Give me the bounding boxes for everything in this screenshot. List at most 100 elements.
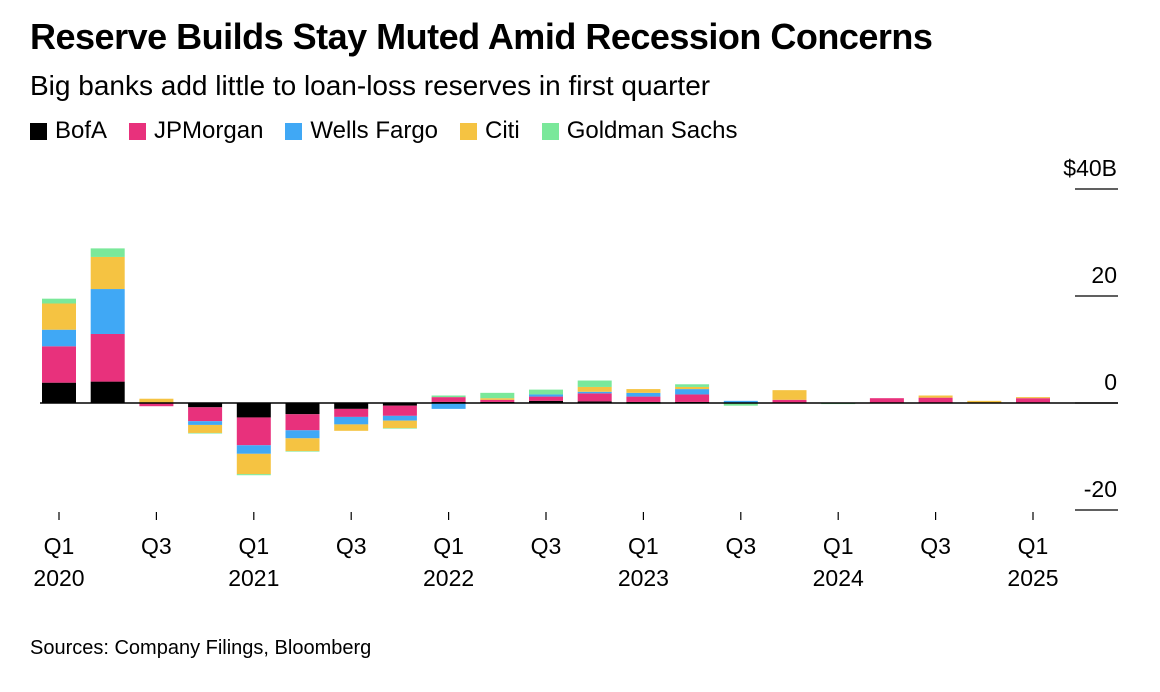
bar-segment-jpmorgan bbox=[1016, 398, 1050, 403]
bar-segment-jpmorgan bbox=[139, 403, 174, 407]
bar-segment-jpmorgan bbox=[480, 399, 515, 402]
legend-item-goldman-sachs: Goldman Sachs bbox=[541, 117, 738, 145]
bar-segment-goldman-sachs bbox=[577, 380, 612, 387]
x-tick-label: Q1 bbox=[1018, 533, 1049, 559]
legend-label-goldman-sachs: Goldman Sachs bbox=[566, 117, 738, 144]
x-tick-label: Q1 bbox=[238, 533, 269, 559]
bar-segment-citi bbox=[188, 424, 223, 433]
bar-segment-bofa bbox=[90, 381, 125, 403]
legend-item-wells-fargo: Wells Fargo bbox=[285, 117, 438, 145]
bar-segment-wells-fargo bbox=[188, 421, 223, 425]
bar-segment-goldman-sachs bbox=[431, 395, 466, 398]
bar-segment-jpmorgan bbox=[382, 405, 417, 416]
bar-segment-jpmorgan bbox=[869, 398, 904, 403]
bar-segment-goldman-sachs bbox=[90, 248, 125, 257]
source-note: Sources: Company Filings, Bloomberg bbox=[30, 637, 372, 659]
bar-segment-bofa bbox=[334, 403, 369, 409]
bar-segment-goldman-sachs bbox=[529, 389, 563, 395]
bar-segment-jpmorgan bbox=[918, 397, 953, 403]
bar-segment-bofa bbox=[577, 401, 612, 403]
bar-segment-goldman-sachs bbox=[236, 474, 271, 476]
bar-segment-citi bbox=[480, 398, 515, 400]
bar-segment-citi bbox=[967, 400, 1002, 403]
legend-label-citi: Citi bbox=[485, 117, 520, 144]
bar-segment-jpmorgan bbox=[529, 396, 563, 401]
bar-segment-jpmorgan bbox=[431, 397, 466, 402]
legend-swatch-bofa bbox=[30, 122, 47, 140]
bar-segment-jpmorgan bbox=[577, 393, 612, 402]
bar-segment-citi bbox=[675, 386, 710, 390]
bar-segment-citi bbox=[1016, 397, 1050, 399]
x-tick-label: Q3 bbox=[920, 533, 951, 559]
legend-swatch-citi bbox=[460, 122, 478, 140]
legend-label-bofa: BofA bbox=[55, 117, 108, 144]
y-tick-label: 20 bbox=[1091, 262, 1117, 288]
y-tick-label: 0 bbox=[1104, 369, 1117, 395]
bar-segment-citi bbox=[236, 453, 271, 475]
bar-segment-goldman-sachs bbox=[285, 451, 320, 452]
bar-segment-citi bbox=[42, 303, 76, 330]
bar-segment-jpmorgan bbox=[626, 396, 661, 402]
bar-segment-citi bbox=[772, 390, 807, 400]
bar-segment-jpmorgan bbox=[285, 414, 320, 431]
bar-segment-citi bbox=[577, 386, 612, 392]
bar-segment-citi bbox=[139, 398, 174, 403]
bar-segment-goldman-sachs bbox=[675, 384, 710, 387]
bar-segment-wells-fargo bbox=[236, 445, 271, 454]
bar-segment-wells-fargo bbox=[90, 289, 125, 334]
x-tick-year-label: 2022 bbox=[423, 565, 474, 591]
x-tick-year-label: 2025 bbox=[1007, 565, 1058, 591]
bar-segment-citi bbox=[90, 256, 125, 290]
bar-segment-goldman-sachs bbox=[42, 298, 76, 304]
bar-segment-bofa bbox=[529, 400, 563, 403]
bar-segment-bofa bbox=[285, 403, 320, 415]
chart-title: Reserve Builds Stay Muted Amid Recession… bbox=[30, 16, 933, 57]
chart-legend: BofA JPMorgan Wells Fargo Citi Goldman S… bbox=[30, 117, 737, 145]
bar-segment-citi bbox=[334, 424, 369, 431]
bar-segment-bofa bbox=[236, 403, 271, 418]
bar-segment-jpmorgan bbox=[334, 408, 369, 417]
y-tick-label: -20 bbox=[1084, 476, 1117, 502]
x-tick-label: Q3 bbox=[531, 533, 562, 559]
bar-segment-wells-fargo bbox=[431, 403, 466, 409]
legend-label-wells-fargo: Wells Fargo bbox=[310, 117, 439, 144]
bar-segment-goldman-sachs bbox=[723, 403, 758, 406]
x-tick-label: Q1 bbox=[823, 533, 854, 559]
bar-segment-bofa bbox=[382, 403, 417, 406]
bar-segment-jpmorgan bbox=[188, 407, 223, 422]
bar-segment-goldman-sachs bbox=[821, 403, 856, 405]
bar-segment-jpmorgan bbox=[42, 346, 76, 383]
legend-swatch-goldman-sachs bbox=[541, 122, 559, 140]
x-tick-label: Q1 bbox=[628, 533, 659, 559]
legend-label-jpmorgan: JPMorgan bbox=[154, 117, 264, 144]
bar-segment-citi bbox=[626, 389, 661, 393]
x-tick-label: Q1 bbox=[44, 533, 75, 559]
bar-segment-wells-fargo bbox=[529, 394, 563, 397]
bar-segment-jpmorgan bbox=[90, 333, 125, 382]
bar-segment-wells-fargo bbox=[42, 329, 76, 347]
legend-swatch-jpmorgan bbox=[129, 122, 147, 140]
bar-segment-jpmorgan bbox=[236, 417, 271, 446]
x-tick-label: Q3 bbox=[141, 533, 172, 559]
bar-segment-jpmorgan bbox=[675, 394, 710, 402]
bar-segment-wells-fargo bbox=[577, 391, 612, 394]
x-tick-label: Q1 bbox=[433, 533, 464, 559]
x-tick-label: Q3 bbox=[725, 533, 756, 559]
bar-segment-wells-fargo bbox=[382, 415, 417, 421]
bar-segment-goldman-sachs bbox=[188, 432, 223, 434]
bar-segment-wells-fargo bbox=[285, 430, 320, 439]
bar-segment-jpmorgan bbox=[772, 399, 807, 403]
bar-segment-wells-fargo bbox=[334, 416, 369, 425]
x-tick-year-label: 2023 bbox=[618, 565, 669, 591]
bar-segment-goldman-sachs bbox=[480, 392, 515, 399]
bar-segment-bofa bbox=[188, 403, 223, 408]
legend-item-jpmorgan: JPMorgan bbox=[129, 117, 263, 145]
x-tick-label: Q3 bbox=[336, 533, 367, 559]
bar-segment-wells-fargo bbox=[675, 389, 710, 395]
x-tick-year-label: 2024 bbox=[813, 565, 864, 591]
x-tick-year-label: 2020 bbox=[33, 565, 84, 591]
legend-item-bofa: BofA bbox=[30, 117, 107, 145]
bar-segment-citi bbox=[382, 420, 417, 429]
chart-subtitle: Big banks add little to loan-loss reserv… bbox=[30, 70, 711, 101]
